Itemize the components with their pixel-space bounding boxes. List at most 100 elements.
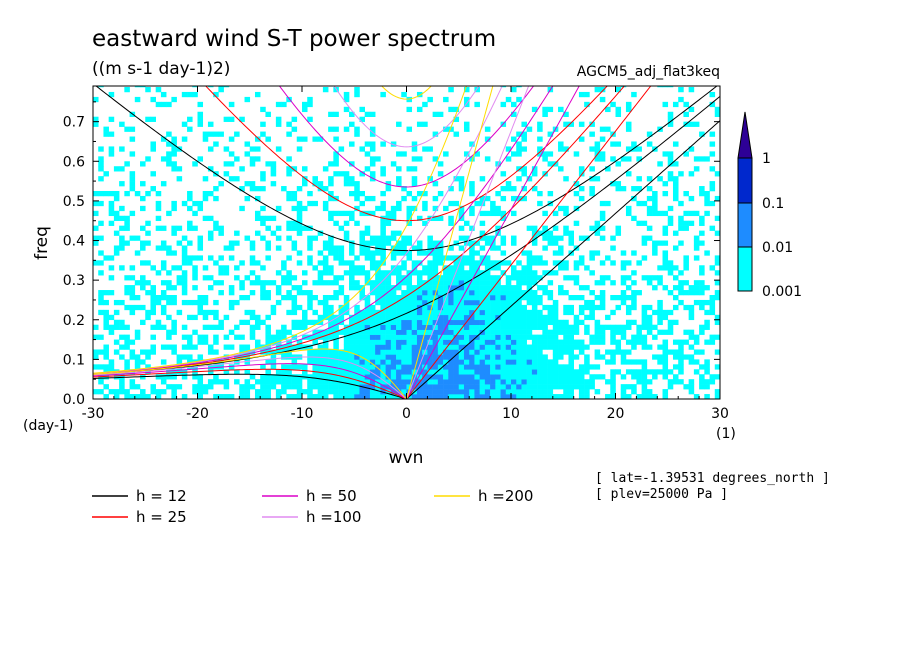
power-cell bbox=[547, 230, 554, 236]
power-cell bbox=[437, 280, 444, 286]
power-cell bbox=[599, 156, 606, 162]
power-cell bbox=[354, 349, 360, 355]
power-cell bbox=[286, 309, 292, 316]
power-cell bbox=[448, 354, 454, 360]
power-cell bbox=[364, 339, 371, 345]
power-cell bbox=[98, 235, 104, 241]
inertia-gravity-curve bbox=[205, 86, 608, 222]
power-cell bbox=[416, 260, 423, 266]
power-cell bbox=[500, 285, 507, 291]
power-cell bbox=[359, 245, 365, 251]
power-cell bbox=[359, 171, 365, 177]
power-cell bbox=[469, 245, 475, 251]
power-cell bbox=[354, 384, 360, 390]
power-cell bbox=[364, 270, 371, 276]
power-cell bbox=[260, 379, 266, 385]
power-cell bbox=[615, 141, 622, 147]
power-cell bbox=[443, 374, 449, 380]
power-cell bbox=[558, 265, 564, 271]
power-cell bbox=[458, 389, 465, 395]
power-cell bbox=[547, 389, 554, 395]
power-cell bbox=[338, 210, 345, 217]
power-cell bbox=[667, 171, 674, 177]
power-cell bbox=[187, 190, 193, 197]
power-cell bbox=[662, 151, 669, 157]
power-cell bbox=[490, 354, 496, 360]
power-cell bbox=[244, 354, 251, 360]
power-cell bbox=[714, 314, 720, 321]
power-cell bbox=[469, 240, 475, 246]
power-cell bbox=[333, 290, 339, 296]
power-cell bbox=[672, 295, 679, 301]
power-cell bbox=[521, 339, 527, 345]
power-cell bbox=[396, 349, 402, 355]
power-cell bbox=[484, 240, 491, 246]
power-cell bbox=[516, 364, 522, 370]
power-cell bbox=[364, 379, 371, 385]
power-cell bbox=[599, 324, 606, 330]
power-cell bbox=[511, 359, 517, 365]
power-cell bbox=[202, 190, 209, 197]
power-cell bbox=[657, 280, 663, 286]
power-cell bbox=[479, 245, 486, 251]
power-cell bbox=[516, 131, 522, 137]
power-cell bbox=[672, 379, 679, 385]
power-cell bbox=[516, 309, 522, 316]
power-cell bbox=[333, 245, 339, 251]
power-cell bbox=[469, 190, 475, 197]
power-cell bbox=[218, 290, 224, 296]
power-cell bbox=[291, 190, 298, 197]
power-cell bbox=[160, 389, 167, 395]
power-cell bbox=[422, 374, 428, 380]
power-cell bbox=[714, 106, 720, 113]
power-cell bbox=[343, 309, 350, 316]
power-cell bbox=[197, 245, 204, 251]
power-cell bbox=[322, 344, 329, 350]
power-cell bbox=[218, 86, 224, 88]
power-cell bbox=[625, 126, 632, 132]
power-cell bbox=[432, 384, 439, 390]
legend-label: h =100 bbox=[306, 508, 361, 526]
power-cell bbox=[605, 359, 611, 365]
power-cell bbox=[490, 309, 496, 316]
power-cell bbox=[573, 190, 580, 197]
power-cell bbox=[281, 101, 287, 108]
power-cell bbox=[620, 156, 627, 162]
power-cell bbox=[166, 374, 172, 380]
power-cell bbox=[484, 364, 491, 370]
power-cell bbox=[422, 285, 428, 291]
power-cell bbox=[662, 181, 669, 187]
power-cell bbox=[631, 141, 637, 147]
power-cell bbox=[119, 299, 125, 306]
power-cell bbox=[693, 290, 700, 296]
power-cell bbox=[338, 384, 345, 390]
power-cell bbox=[547, 190, 554, 197]
power-cell bbox=[437, 290, 444, 296]
power-cell bbox=[490, 265, 496, 271]
power-cell bbox=[124, 215, 130, 222]
power-cell bbox=[140, 349, 146, 355]
power-cell bbox=[406, 339, 413, 345]
power-cell bbox=[432, 255, 439, 261]
power-cell bbox=[594, 304, 601, 311]
power-cell bbox=[667, 309, 674, 316]
power-cell bbox=[594, 250, 601, 256]
power-cell bbox=[192, 91, 198, 98]
power-cell bbox=[578, 384, 585, 390]
power-cell bbox=[119, 379, 125, 385]
power-cell bbox=[98, 166, 104, 172]
power-cell bbox=[537, 394, 543, 399]
power-cell bbox=[140, 240, 146, 246]
power-cell bbox=[333, 334, 339, 340]
power-cell bbox=[192, 275, 198, 281]
power-cell bbox=[406, 354, 413, 360]
power-cell bbox=[411, 245, 418, 251]
power-cell bbox=[605, 126, 611, 132]
power-cell bbox=[620, 290, 627, 296]
power-cell bbox=[401, 384, 407, 390]
power-cell bbox=[542, 156, 548, 162]
power-cell bbox=[526, 299, 533, 306]
power-cell bbox=[558, 205, 564, 212]
power-cell bbox=[270, 280, 277, 286]
